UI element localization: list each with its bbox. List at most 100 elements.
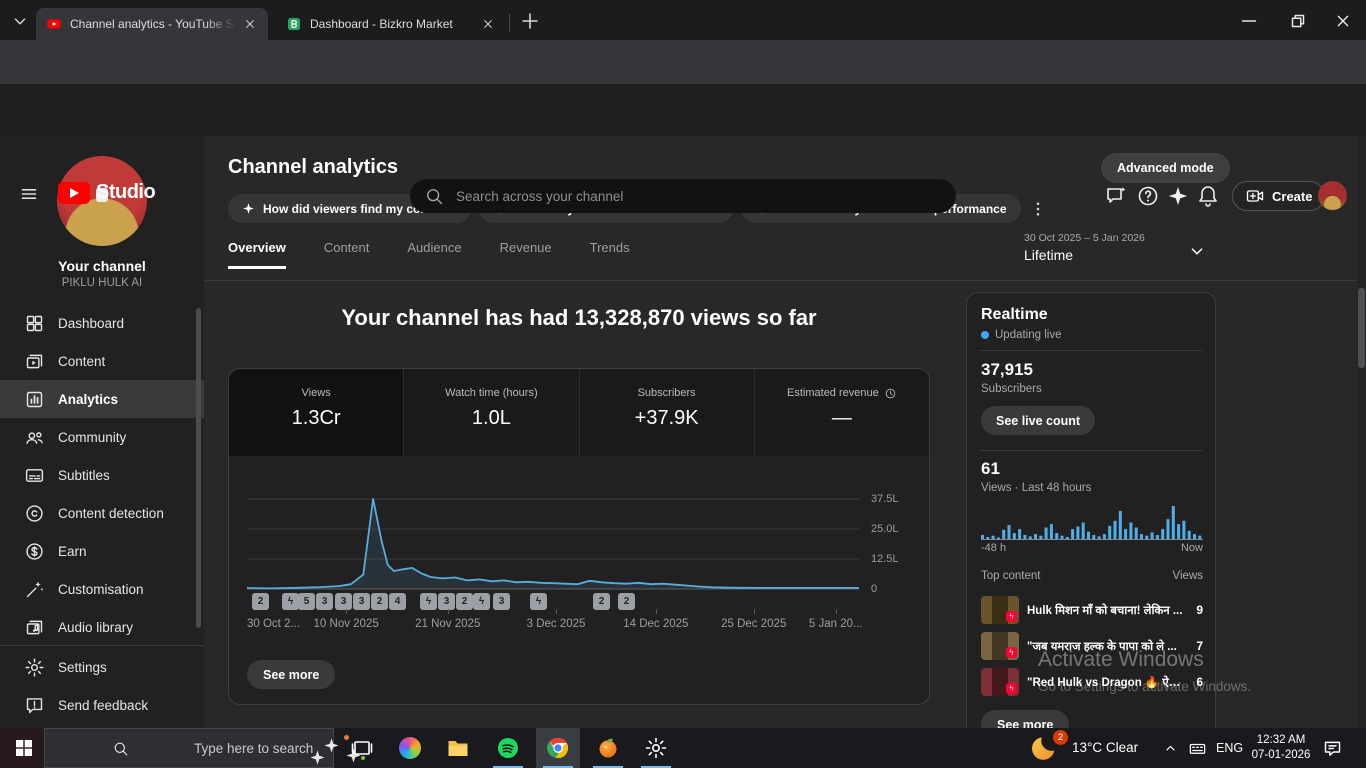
x-tick-label: 21 Nov 2025 [415,618,480,630]
tab-close-icon[interactable] [480,16,496,32]
window-minimize-button[interactable] [1234,10,1264,32]
see-live-count-button[interactable]: See live count [981,406,1095,435]
video-thumbnail[interactable]: ϟ [981,668,1019,696]
date-range-picker[interactable]: 30 Oct 2025 – 5 Jan 2026 Lifetime [1024,232,1324,263]
tab-close-icon[interactable] [242,16,258,32]
ai-sparkle-icon[interactable] [1167,184,1189,208]
studio-brand[interactable]: Studio [96,181,155,204]
video-marker-badge[interactable]: 3 [493,593,510,610]
notification-center-icon[interactable] [1322,738,1343,759]
studio-search-input[interactable]: Search across your channel [410,179,956,213]
settings-button[interactable] [634,728,678,768]
file-explorer-button[interactable] [436,728,480,768]
tray-chevron-up-icon[interactable] [1162,740,1179,757]
feedback-icon[interactable] [1104,184,1128,208]
date-range-chevron-icon[interactable] [1186,240,1208,262]
sidebar-item-earn[interactable]: Earn [0,532,204,570]
sidebar-item-audio-library[interactable]: Audio library [0,608,204,646]
video-marker-badge[interactable]: 5 [298,593,315,610]
see-more-button[interactable]: See more [247,660,335,689]
sidebar-item-dashboard[interactable]: Dashboard [0,304,204,342]
taskbar-search[interactable]: Type here to search [44,728,334,768]
youtube-logo[interactable] [58,182,90,204]
metric-card-subscribers[interactable]: Subscribers +37.9K [580,369,755,456]
video-marker-badge[interactable]: 3 [335,593,352,610]
metric-card-views[interactable]: Views 1.3Cr [229,369,404,456]
advanced-mode-button[interactable]: Advanced mode [1101,153,1230,183]
x-tick-label: 14 Dec 2025 [623,618,688,630]
new-tab-button[interactable] [518,9,542,33]
wand-icon [24,579,45,600]
help-icon[interactable] [1136,184,1160,208]
dashboard-icon [24,313,45,334]
shorts-marker-badge[interactable]: ϟ [473,593,490,610]
shorts-marker-badge[interactable]: ϟ [420,593,437,610]
sidebar-item-settings[interactable]: Settings [0,648,204,686]
video-thumbnail[interactable]: ϟ [981,596,1019,624]
tab-overview[interactable]: Overview [228,240,286,269]
x-tick-mark [346,609,347,614]
tab-audience[interactable]: Audience [407,240,461,269]
language-indicator[interactable]: ENG [1216,741,1243,755]
search-placeholder: Search across your channel [456,189,623,204]
video-marker-badge[interactable]: 2 [593,593,610,610]
video-marker-badge[interactable]: 3 [438,593,455,610]
page-scrollbar-track[interactable] [1357,84,1366,728]
taskbar-clock[interactable]: 12:32 AM 07-01-2026 [1248,733,1314,763]
tab-content[interactable]: Content [324,240,370,269]
window-close-button[interactable] [1328,10,1358,32]
sidebar-item-analytics[interactable]: Analytics [0,380,204,418]
video-thumbnail[interactable]: ϟ [981,632,1019,660]
channel-avatar-small[interactable] [1318,181,1347,210]
touch-keyboard-icon[interactable] [1188,739,1207,758]
video-marker-badge[interactable]: 2 [456,593,473,610]
browser-tab-active[interactable]: Channel analytics - YouTube Stu [36,8,268,40]
metric-card-watch-time-hours[interactable]: Watch time (hours) 1.0L [404,369,579,456]
sidebar-item-customisation[interactable]: Customisation [0,570,204,608]
top-content-row[interactable]: ϟ "जब यमराज हल्क के पापा को ले ... 7 [981,631,1203,661]
tab-revenue[interactable]: Revenue [500,240,552,269]
fl-studio-button[interactable] [586,728,630,768]
top-content-row[interactable]: ϟ "Red Hulk vs Dragon 🔥 ऐसी ल... 6 [981,667,1203,697]
video-marker-badge[interactable]: 2 [371,593,388,610]
create-label: Create [1272,189,1312,204]
chrome-button[interactable] [536,728,580,768]
task-view-button[interactable] [340,728,384,768]
tab-trends[interactable]: Trends [590,240,630,269]
sidebar-item-send-feedback[interactable]: Send feedback [0,686,204,724]
search-icon [57,740,184,757]
browser-tab-inactive[interactable]: Dashboard - Bizkro Market [276,8,506,40]
sidebar-item-content[interactable]: Content [0,342,204,380]
start-button-icon[interactable] [12,736,36,760]
copyright-icon [24,503,45,524]
video-marker-badge[interactable]: 4 [389,593,406,610]
video-marker-badge[interactable]: 2 [252,593,269,610]
video-marker-badge[interactable]: 3 [353,593,370,610]
axis-right-label: Now [1181,542,1203,554]
chrome-icon [546,736,570,760]
sidebar-item-community[interactable]: Community [0,418,204,456]
video-marker-badge[interactable]: 2 [618,593,635,610]
metric-card-estimated-revenue[interactable]: Estimated revenue — [755,369,929,456]
hamburger-menu-icon[interactable] [18,184,40,204]
notifications-bell-icon[interactable] [1196,184,1220,208]
realtime-views-value: 61 [981,459,1000,479]
copilot-button[interactable] [388,728,432,768]
sidebar-scrollbar[interactable] [196,308,201,628]
sidebar-item-subtitles[interactable]: Subtitles [0,456,204,494]
tab-search-chevron-icon[interactable] [8,10,32,32]
video-marker-badge[interactable]: 3 [316,593,333,610]
top-content-row[interactable]: ϟ Hulk मिशन माँ को बचाना! लेकिन ... 9 [981,595,1203,625]
page-scrollbar-thumb[interactable] [1358,288,1365,368]
sidebar-item-content-detection[interactable]: Content detection [0,494,204,532]
create-button[interactable]: Create [1232,181,1325,211]
shorts-marker-badge[interactable]: ϟ [282,593,299,610]
window-restore-button[interactable] [1283,10,1313,32]
chips-more-button[interactable] [1029,198,1047,220]
spotify-button[interactable] [486,728,530,768]
shorts-marker-badge[interactable]: ϟ [530,593,547,610]
realtime-axis: -48 h Now [981,542,1203,554]
taskbar: Type here to search [0,728,1366,768]
weather-text[interactable]: 13°C Clear [1072,740,1138,755]
weather-tray-button[interactable]: 2 [1030,732,1064,764]
